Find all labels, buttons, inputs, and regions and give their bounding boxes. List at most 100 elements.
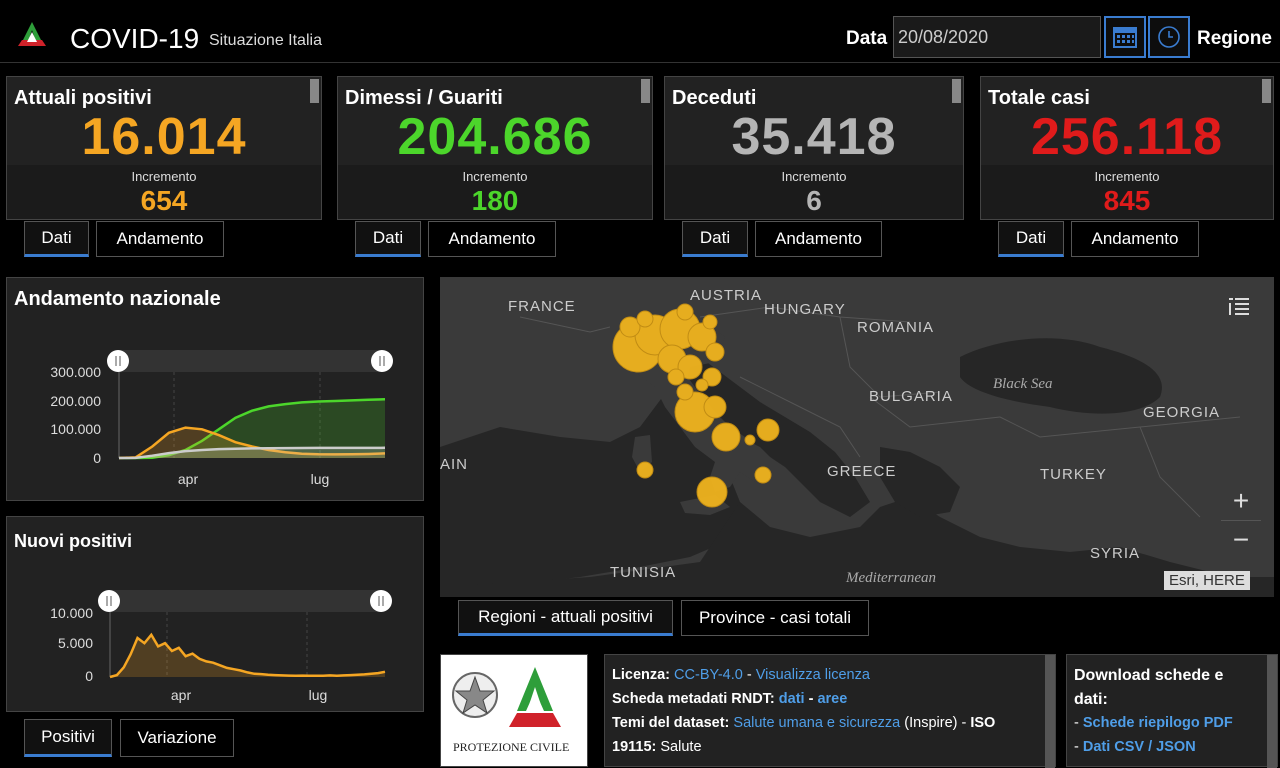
y-tick: 5.000: [58, 635, 93, 651]
card-bottom-band: [981, 165, 1273, 219]
series-2-line: [118, 446, 386, 460]
series-1-line: [118, 426, 386, 460]
card-increment: 180: [471, 185, 519, 216]
x-tick: apr: [178, 471, 199, 487]
card-bottom-band: [7, 165, 321, 219]
trend-plot-area: [118, 398, 386, 460]
map-label-turkey: TURKEY: [1040, 466, 1107, 483]
themes-link[interactable]: Salute umana e sicurezza: [733, 715, 901, 731]
new-cases-chart: 10.000 5.000 0 apr lug: [50, 590, 392, 703]
info-scrollbar[interactable]: [1045, 655, 1055, 768]
list-icon: [1229, 298, 1249, 315]
card-scrollbar[interactable]: [310, 79, 319, 103]
map-label-georgia: GEORGIA: [1143, 404, 1220, 421]
card-title: Totale casi: [988, 87, 1090, 109]
card-increment-label: Incremento: [781, 169, 847, 184]
card-totale-casi: Totale casi 256.118 Incremento 845: [980, 76, 1274, 220]
metadata-dati-link[interactable]: dati: [778, 691, 805, 707]
range-handle-left[interactable]: [98, 590, 120, 612]
map-label-bulgaria: BULGARIA: [869, 388, 953, 405]
dataset-info-panel: Licenza: CC-BY-4.0 - Visualizza licenza …: [604, 654, 1056, 768]
clock-icon: [1158, 26, 1180, 48]
protezione-civile-emblem-icon: PROTEZIONE CIVILE: [452, 667, 569, 754]
card-scrollbar[interactable]: [952, 79, 961, 103]
x-tick: apr: [171, 687, 192, 703]
map-label-france: FRANCE: [508, 298, 576, 315]
card-bottom-band: [665, 165, 963, 219]
x-tick: lug: [309, 687, 328, 703]
series-2-area: [119, 447, 385, 458]
date-label: Data: [846, 28, 888, 49]
download-item-pdf: - Schede riepilogo PDF: [1074, 715, 1233, 731]
series-0-line: [119, 398, 386, 460]
csv-json-download-link[interactable]: Dati CSV / JSON: [1082, 739, 1196, 755]
trend-panel: Andamento nazionale 300.000 200.000 100.…: [6, 277, 424, 501]
date-input[interactable]: [893, 16, 1101, 58]
zoom-in-button[interactable]: +: [1221, 482, 1261, 521]
map-layers-button[interactable]: [1217, 287, 1261, 327]
tab-regioni[interactable]: Regioni - attuali positivi: [458, 600, 673, 636]
card-increment: 654: [140, 185, 188, 216]
zoom-out-button[interactable]: −: [1232, 524, 1250, 555]
region-link[interactable]: Regione: [1197, 28, 1272, 49]
tab-andamento-guariti[interactable]: Andamento: [428, 221, 556, 257]
map-label-hungary: HUNGARY: [764, 301, 846, 318]
card-scrollbar[interactable]: [1262, 79, 1271, 103]
x-tick: lug: [311, 471, 330, 487]
themes-line: Temi del dataset: Salute umana e sicurez…: [612, 715, 995, 731]
range-handle-right[interactable]: [370, 590, 392, 612]
bullet: -: [1074, 715, 1083, 731]
card-dimessi-guariti: Dimessi / Guariti 204.686 Incremento 180: [337, 76, 653, 220]
tab-andamento-deceduti[interactable]: Andamento: [755, 221, 882, 257]
range-handle-right[interactable]: [371, 350, 393, 372]
protezione-civile-logo-panel: PROTEZIONE CIVILE: [440, 654, 588, 767]
map-attribution: Esri, HERE: [1164, 571, 1250, 590]
download-scrollbar[interactable]: [1267, 655, 1277, 768]
calendar-icon: [1113, 27, 1137, 48]
range-handle-left[interactable]: [107, 350, 129, 372]
license-separator: -: [742, 667, 756, 683]
y-tick: 10.000: [50, 605, 93, 621]
range-slider-track[interactable]: [109, 590, 381, 612]
card-title: Attuali positivi: [14, 87, 152, 109]
tab-dati-deceduti[interactable]: Dati: [682, 221, 748, 257]
themes-suffix: (Inspire) -: [900, 715, 971, 731]
card-increment: 6: [806, 185, 822, 216]
card-value: 35.418: [731, 108, 897, 166]
time-button[interactable]: [1148, 16, 1190, 58]
tab-andamento-totale[interactable]: Andamento: [1071, 221, 1199, 257]
tab-andamento-attuali[interactable]: Andamento: [96, 221, 224, 257]
logo-text: PROTEZIONE CIVILE: [453, 740, 569, 754]
license-line: Licenza: CC-BY-4.0 - Visualizza licenza: [612, 667, 870, 683]
card-increment: 845: [1103, 185, 1151, 216]
iso-line: 19115: Salute: [612, 739, 702, 755]
map-label-black-sea: Black Sea: [993, 376, 1053, 392]
y-tick: 100.000: [50, 421, 101, 437]
y-tick: 0: [93, 450, 101, 466]
tab-positivi[interactable]: Positivi: [24, 719, 112, 757]
metadata-label: Scheda metadati RNDT:: [612, 691, 775, 707]
metadata-aree-link[interactable]: aree: [817, 691, 848, 707]
map-view[interactable]: FRANCE AUSTRIA HUNGARY ROMANIA BULGARIA …: [440, 277, 1274, 597]
map-label-syria: SYRIA: [1090, 545, 1140, 562]
tab-dati-guariti[interactable]: Dati: [355, 221, 421, 257]
license-value-link[interactable]: CC-BY-4.0: [674, 667, 743, 683]
tab-dati-totale[interactable]: Dati: [998, 221, 1064, 257]
map-label-greece: GREECE: [827, 463, 896, 480]
new-cases-panel: Nuovi positivi 10.000 5.000 0 apr lug: [6, 516, 424, 712]
card-increment-label: Incremento: [1094, 169, 1160, 184]
trend-chart: 300.000 200.000 100.000 0 apr lug: [50, 350, 393, 487]
view-license-link[interactable]: Visualizza licenza: [755, 667, 870, 683]
calendar-button[interactable]: [1104, 16, 1146, 58]
app-title: COVID-19: [70, 23, 200, 54]
tab-province[interactable]: Province - casi totali: [681, 600, 869, 636]
pdf-download-link[interactable]: Schede riepilogo PDF: [1082, 715, 1233, 731]
card-scrollbar[interactable]: [641, 79, 650, 103]
map-canvas: FRANCE AUSTRIA HUNGARY ROMANIA BULGARIA …: [440, 277, 1274, 597]
iso-label: ISO: [970, 715, 996, 731]
tab-dati-attuali[interactable]: Dati: [24, 221, 89, 257]
range-slider-track[interactable]: [118, 350, 382, 372]
map-bubbles[interactable]: [612, 303, 780, 508]
metadata-line: Scheda metadati RNDT: dati - aree: [612, 691, 847, 707]
tab-variazione[interactable]: Variazione: [120, 719, 234, 757]
